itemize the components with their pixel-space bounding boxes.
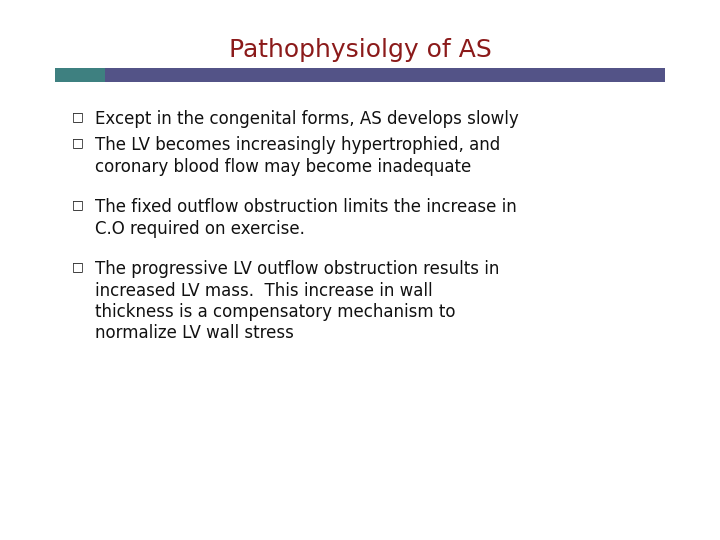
Text: □: □ bbox=[72, 198, 84, 211]
Text: □: □ bbox=[72, 260, 84, 273]
Bar bbox=[55, 68, 105, 82]
Text: Pathophysiolgy of AS: Pathophysiolgy of AS bbox=[229, 38, 491, 62]
Text: The progressive LV outflow obstruction results in
increased LV mass.  This incre: The progressive LV outflow obstruction r… bbox=[95, 260, 500, 342]
Text: The fixed outflow obstruction limits the increase in
C.O required on exercise.: The fixed outflow obstruction limits the… bbox=[95, 198, 517, 238]
Text: □: □ bbox=[72, 110, 84, 123]
Text: Except in the congenital forms, AS develops slowly: Except in the congenital forms, AS devel… bbox=[95, 110, 518, 128]
Bar bbox=[105, 68, 665, 82]
Text: The LV becomes increasingly hypertrophied, and
coronary blood flow may become in: The LV becomes increasingly hypertrophie… bbox=[95, 136, 500, 176]
Text: □: □ bbox=[72, 136, 84, 149]
